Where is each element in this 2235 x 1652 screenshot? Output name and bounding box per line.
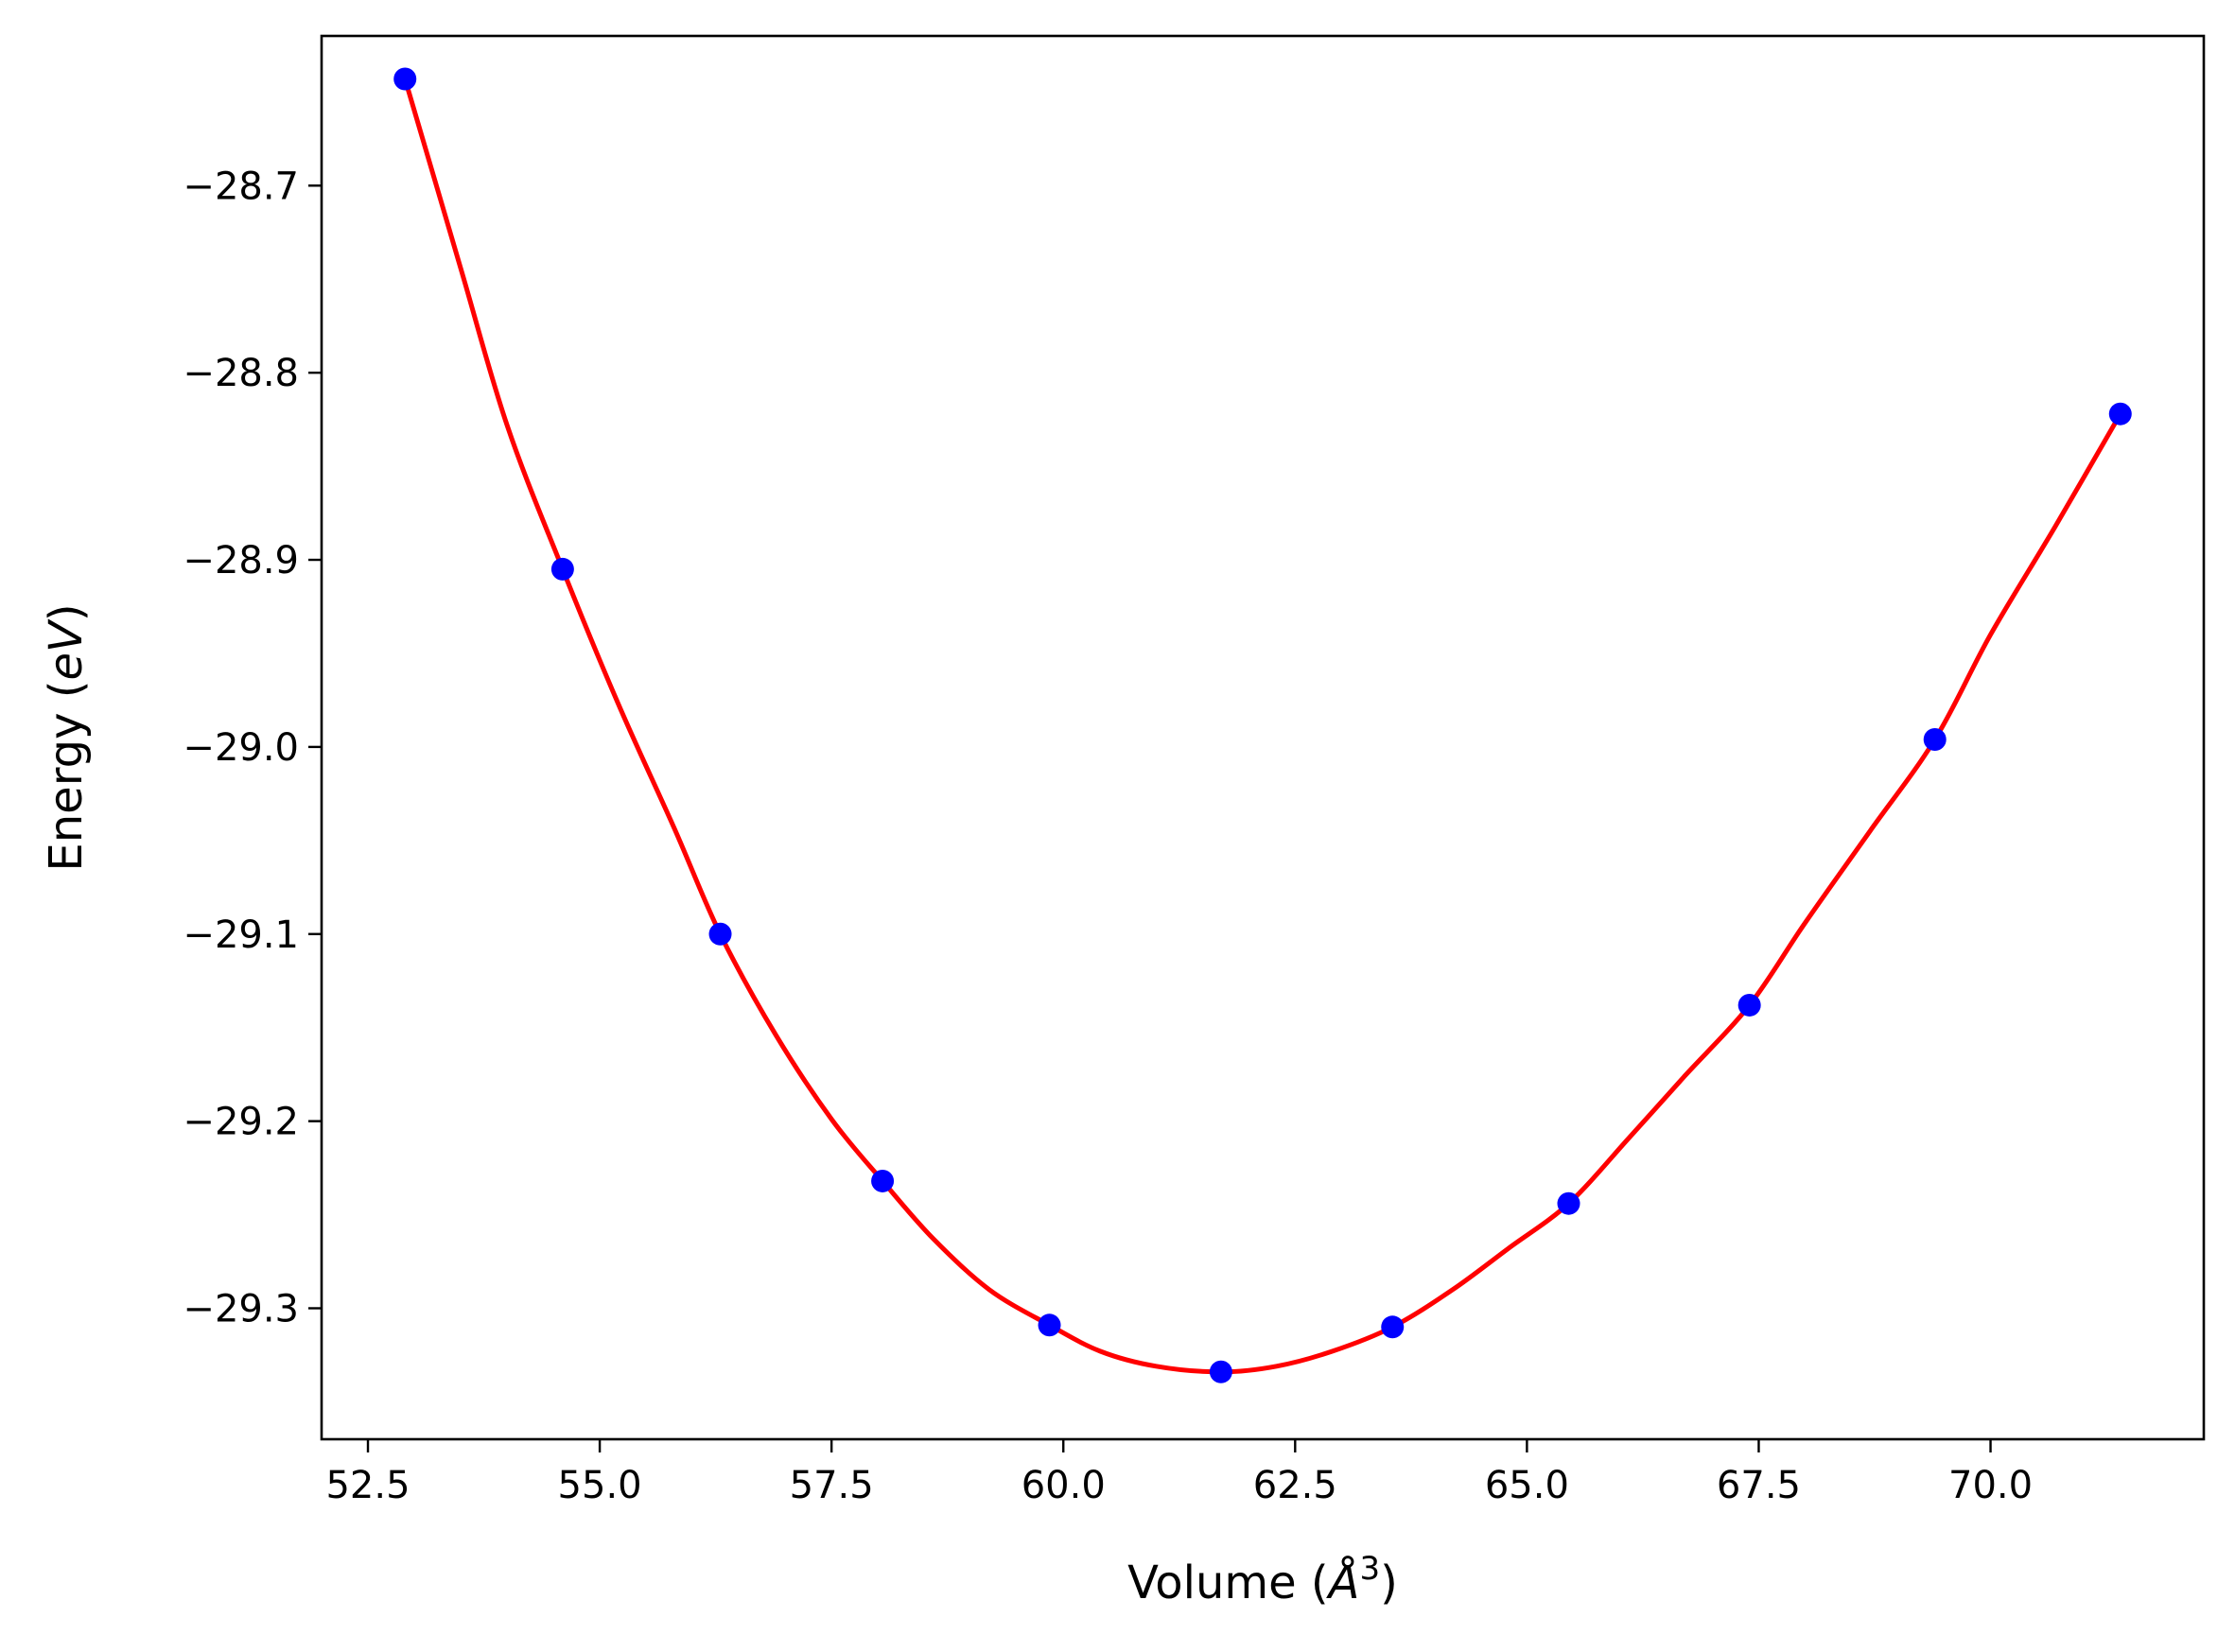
y-axis-label: Energy (eV) xyxy=(40,603,93,871)
x-tick-label: 70.0 xyxy=(1948,1464,2033,1507)
y-tick-label: −29.0 xyxy=(183,726,299,770)
data-point xyxy=(1737,993,1761,1017)
y-tick-label: −28.9 xyxy=(183,539,299,583)
x-axis-label-symbol: Å xyxy=(1326,1556,1360,1609)
y-tick-label: −29.1 xyxy=(183,913,299,957)
data-point xyxy=(2108,402,2132,426)
y-axis-label-prefix: Energy ( xyxy=(40,681,93,872)
data-point xyxy=(1923,727,1947,751)
y-axis-ticks: −28.7 −28.8 −28.9 −29.0 −29.1 −29.2 −29.3 xyxy=(183,165,322,1330)
data-point xyxy=(708,922,732,946)
x-tick-label: 67.5 xyxy=(1717,1464,1801,1507)
x-axis-label-prefix: Volume ( xyxy=(1127,1556,1329,1609)
x-axis-label-superscript: 3 xyxy=(1359,1550,1380,1588)
y-axis-label-suffix: ) xyxy=(40,603,93,621)
x-tick-label: 52.5 xyxy=(325,1464,410,1507)
data-point xyxy=(871,1169,895,1192)
x-axis-label-suffix: ) xyxy=(1380,1556,1398,1609)
y-tick-label: −28.7 xyxy=(183,165,299,208)
y-tick-label: −29.3 xyxy=(183,1287,299,1330)
x-tick-label: 62.5 xyxy=(1253,1464,1337,1507)
data-point xyxy=(550,557,574,581)
x-tick-label: 55.0 xyxy=(558,1464,642,1507)
data-point xyxy=(1557,1191,1580,1215)
x-axis-label: Volume (Å3) xyxy=(1127,1550,1398,1609)
x-tick-label: 57.5 xyxy=(790,1464,874,1507)
y-tick-label: −28.8 xyxy=(183,352,299,395)
data-point xyxy=(1209,1360,1232,1383)
data-point xyxy=(393,67,417,91)
data-point xyxy=(1381,1315,1405,1339)
x-axis-ticks: 52.5 55.0 57.5 60.0 62.5 65.0 67.5 70.0 xyxy=(325,1439,2033,1507)
x-tick-label: 60.0 xyxy=(1021,1464,1106,1507)
y-tick-label: −29.2 xyxy=(183,1101,299,1144)
axes-frame xyxy=(320,34,2206,1441)
fit-curve-line xyxy=(402,78,2122,1375)
data-point xyxy=(1038,1313,1061,1337)
y-axis-label-italic: eV xyxy=(40,618,93,681)
x-tick-label: 65.0 xyxy=(1485,1464,1569,1507)
plot-area xyxy=(393,67,2132,1383)
